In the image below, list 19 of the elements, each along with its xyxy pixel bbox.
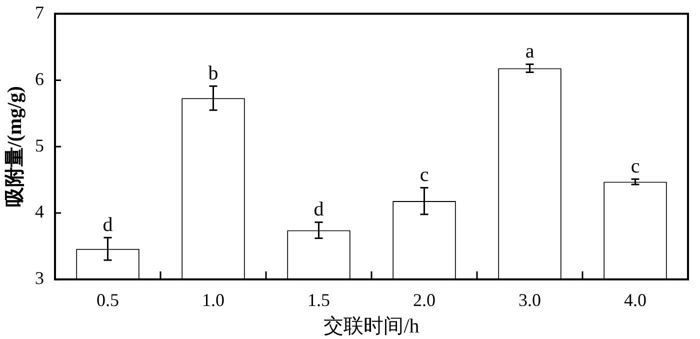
x-axis-title: 交联时间/h — [324, 315, 420, 338]
annotation: d — [102, 214, 113, 236]
annotation: b — [208, 62, 218, 84]
y-tick-label: 5 — [35, 135, 44, 156]
y-tick-label: 3 — [35, 268, 44, 288]
x-tick-label: 4.0 — [624, 290, 646, 310]
annotation: c — [630, 155, 640, 178]
annotation: c — [420, 164, 429, 186]
x-tick-label: 3.0 — [518, 290, 541, 310]
y-tick-label: 4 — [35, 202, 44, 222]
y-tick-label: 6 — [35, 68, 44, 89]
x-tick-label: 2.0 — [413, 290, 436, 310]
y-tick-label: 7 — [35, 2, 44, 23]
x-tick-label: 1.5 — [308, 290, 330, 310]
annotation: a — [525, 40, 534, 63]
x-tick-label: 0.5 — [96, 290, 119, 310]
y-axis-title: 吸附量/(mg/g) — [4, 86, 26, 208]
x-tick-label: 1.0 — [202, 290, 224, 310]
annotation: d — [314, 198, 324, 221]
